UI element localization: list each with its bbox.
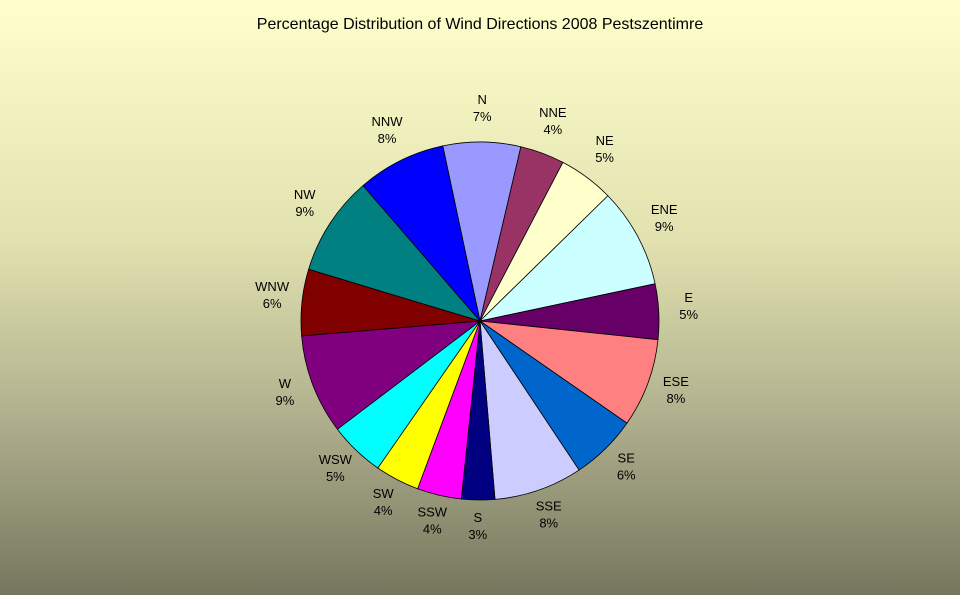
data-label-ne: NE 5% bbox=[595, 133, 614, 165]
slice-percent-label: 8% bbox=[666, 391, 685, 406]
slice-percent-label: 4% bbox=[374, 503, 393, 518]
slice-percent-label: 9% bbox=[295, 204, 314, 219]
slice-category-label: NNW bbox=[372, 114, 404, 129]
pie-slice-nnw bbox=[362, 145, 481, 322]
pie-slice-sse bbox=[479, 320, 580, 500]
slice-category-label: NE bbox=[596, 133, 614, 148]
slice-category-label: ESE bbox=[663, 374, 689, 389]
pie-slice-nw bbox=[308, 184, 482, 322]
chart-title: Percentage Distribution of Wind Directio… bbox=[256, 16, 704, 33]
slice-category-label: NW bbox=[294, 187, 316, 202]
slice-percent-label: 9% bbox=[275, 393, 294, 408]
slice-percent-label: 6% bbox=[263, 296, 282, 311]
slice-category-label: SSE bbox=[536, 498, 562, 513]
pie-slice-ese bbox=[479, 320, 659, 424]
slice-category-label: WNW bbox=[255, 279, 290, 294]
slice-category-label: W bbox=[279, 376, 292, 391]
slice-category-label: S bbox=[473, 510, 482, 525]
data-label-sw: SW 4% bbox=[373, 486, 395, 518]
slice-percent-label: 7% bbox=[473, 109, 492, 124]
slice-percent-label: 4% bbox=[423, 521, 442, 536]
slice-category-label: NNE bbox=[539, 105, 567, 120]
slice-percent-label: 3% bbox=[468, 527, 487, 542]
data-label-n: N 7% bbox=[473, 92, 492, 124]
slice-category-label: WSW bbox=[319, 452, 353, 467]
slice-percent-label: 5% bbox=[595, 150, 614, 165]
slice-category-label: SSW bbox=[417, 504, 447, 519]
slice-percent-label: 4% bbox=[543, 122, 562, 137]
slice-category-label: E bbox=[684, 290, 693, 305]
slice-percent-label: 8% bbox=[378, 131, 397, 146]
slice-category-label: SE bbox=[618, 450, 636, 465]
data-label-ssw: SSW 4% bbox=[417, 504, 447, 536]
slice-percent-label: 9% bbox=[655, 219, 674, 234]
data-label-w: W 9% bbox=[275, 376, 294, 408]
slice-category-label: SW bbox=[373, 486, 395, 501]
data-label-wsw: WSW 5% bbox=[319, 452, 353, 484]
data-label-nne: NNE 4% bbox=[539, 105, 567, 137]
pie-slice-w bbox=[301, 320, 482, 430]
slice-percent-label: 5% bbox=[326, 469, 345, 484]
data-label-wnw: WNW 6% bbox=[255, 279, 290, 311]
data-label-s: S 3% bbox=[468, 510, 487, 542]
data-label-se: SE 6% bbox=[617, 450, 636, 482]
slice-category-label: ENE bbox=[651, 202, 678, 217]
data-label-nw: NW 9% bbox=[294, 187, 316, 219]
data-label-e: E 5% bbox=[679, 290, 698, 322]
slice-percent-label: 8% bbox=[539, 515, 558, 530]
data-label-nnw: NNW 8% bbox=[372, 114, 404, 146]
data-label-sse: SSE 8% bbox=[536, 498, 562, 530]
slice-percent-label: 5% bbox=[679, 307, 698, 322]
data-label-ene: ENE 9% bbox=[651, 202, 678, 234]
slice-percent-label: 6% bbox=[617, 467, 636, 482]
data-label-ese: ESE 8% bbox=[663, 374, 689, 406]
slice-category-label: N bbox=[477, 92, 486, 107]
pie-slice-ene bbox=[478, 195, 656, 322]
